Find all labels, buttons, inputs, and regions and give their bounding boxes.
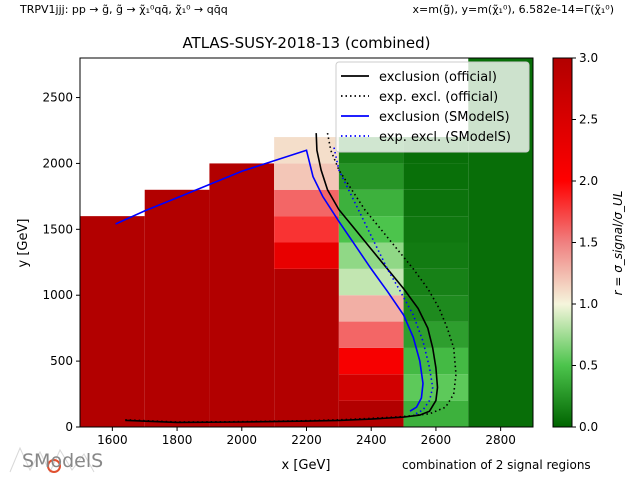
heatmap-cell [403, 268, 469, 296]
colorbar-label: r = σ_signal/σ_UL [611, 191, 625, 296]
colorbar-ticks: 0.0 0.5 1.0 1.5 2.0 2.5 3.0 [572, 51, 598, 434]
series-line [333, 147, 434, 416]
legend-label: exp. excl. (official) [379, 90, 498, 105]
y-tick-label: 1500 [42, 222, 73, 236]
smodels-logo-graphic [9, 446, 95, 474]
heatmap-cell [274, 163, 339, 190]
header-axes-definition: x=m(g̃), y=m(χ̃₁⁰), 6.582e-14=Γ(χ̃₁⁰) [412, 3, 614, 16]
heatmap-cell [338, 242, 404, 269]
y-tick-label: 2500 [42, 91, 73, 105]
colorbar-tick-label: 0.5 [579, 359, 598, 373]
x-tick-label: 2800 [485, 433, 516, 447]
colorbar [552, 57, 573, 428]
smodels-logo-text: SModelS [22, 450, 104, 472]
y-tick-label: 500 [50, 354, 73, 368]
heatmap-cell [403, 295, 469, 322]
smodels-logo: SModelS [6, 442, 103, 478]
heatmap-cell [403, 242, 469, 269]
heatmap-cell [338, 216, 404, 243]
x-tick-label: 2000 [227, 433, 258, 447]
x-tick-label: 2200 [291, 433, 322, 447]
heatmap-cell [274, 268, 339, 427]
series-line [125, 132, 457, 423]
x-tick-label: 1800 [162, 433, 193, 447]
y-axis-label: y [GeV] [16, 219, 31, 268]
y-tick-label: 2000 [42, 156, 73, 170]
x-axis: 1600 1800 2000 2200 2400 2600 2800 [97, 427, 516, 447]
heatmap-cell [274, 189, 339, 217]
x-tick-label: 1600 [97, 433, 128, 447]
heatmap-cell [403, 216, 469, 243]
heatmap-cell [338, 268, 404, 296]
y-tick-label: 1000 [42, 288, 73, 302]
y-tick-label: 0 [65, 420, 73, 434]
heatmap-cell [403, 400, 469, 427]
colorbar-tick-label: 0.0 [579, 420, 598, 434]
colorbar-tick-label: 2.5 [579, 113, 598, 127]
heatmap-cell [209, 163, 275, 427]
legend-label: exp. excl. (SModelS) [379, 130, 511, 145]
heatmap-cell [338, 374, 404, 401]
series-line [115, 149, 424, 412]
heatmap-cell [338, 295, 404, 322]
x-tick-label: 2600 [421, 433, 452, 447]
colorbar-tick-label: 1.5 [579, 236, 598, 250]
heatmap-cell [274, 242, 339, 269]
heatmap-cell [80, 216, 145, 427]
chart-title: ATLAS-SUSY-2018-13 (combined) [182, 34, 431, 52]
colorbar-tick-label: 1.0 [579, 297, 598, 311]
x-tick-label: 2400 [356, 433, 387, 447]
legend: exclusion (official) exp. excl. (official… [335, 61, 530, 153]
heatmap-cell [338, 347, 404, 375]
heatmap-cell [338, 189, 404, 217]
signal-regions-note: combination of 2 signal regions [402, 458, 591, 472]
curves [115, 132, 457, 424]
heatmap-cell [403, 163, 469, 190]
heatmap-cells [80, 58, 533, 427]
heatmap-cell [144, 189, 210, 427]
heatmap-cell [338, 163, 404, 190]
legend-label: exclusion (official) [379, 70, 497, 85]
colorbar-tick-label: 2.0 [579, 174, 598, 188]
heatmap-cell [403, 321, 469, 348]
heatmap-cell [403, 189, 469, 217]
heatmap-cell [338, 321, 404, 348]
colorbar-tick-label: 3.0 [579, 51, 598, 65]
heatmap-cell [274, 216, 339, 243]
header-process: TRPV1jjj: pp → g̃, g̃ → χ̃₁⁰qq̄, χ̃₁⁰ → … [20, 3, 228, 16]
x-axis-label: x [GeV] [282, 458, 331, 473]
legend-label: exclusion (SModelS) [379, 110, 510, 125]
y-axis: 0 500 1000 1500 2000 2500 [42, 91, 80, 434]
heatmap-cell [338, 400, 404, 427]
